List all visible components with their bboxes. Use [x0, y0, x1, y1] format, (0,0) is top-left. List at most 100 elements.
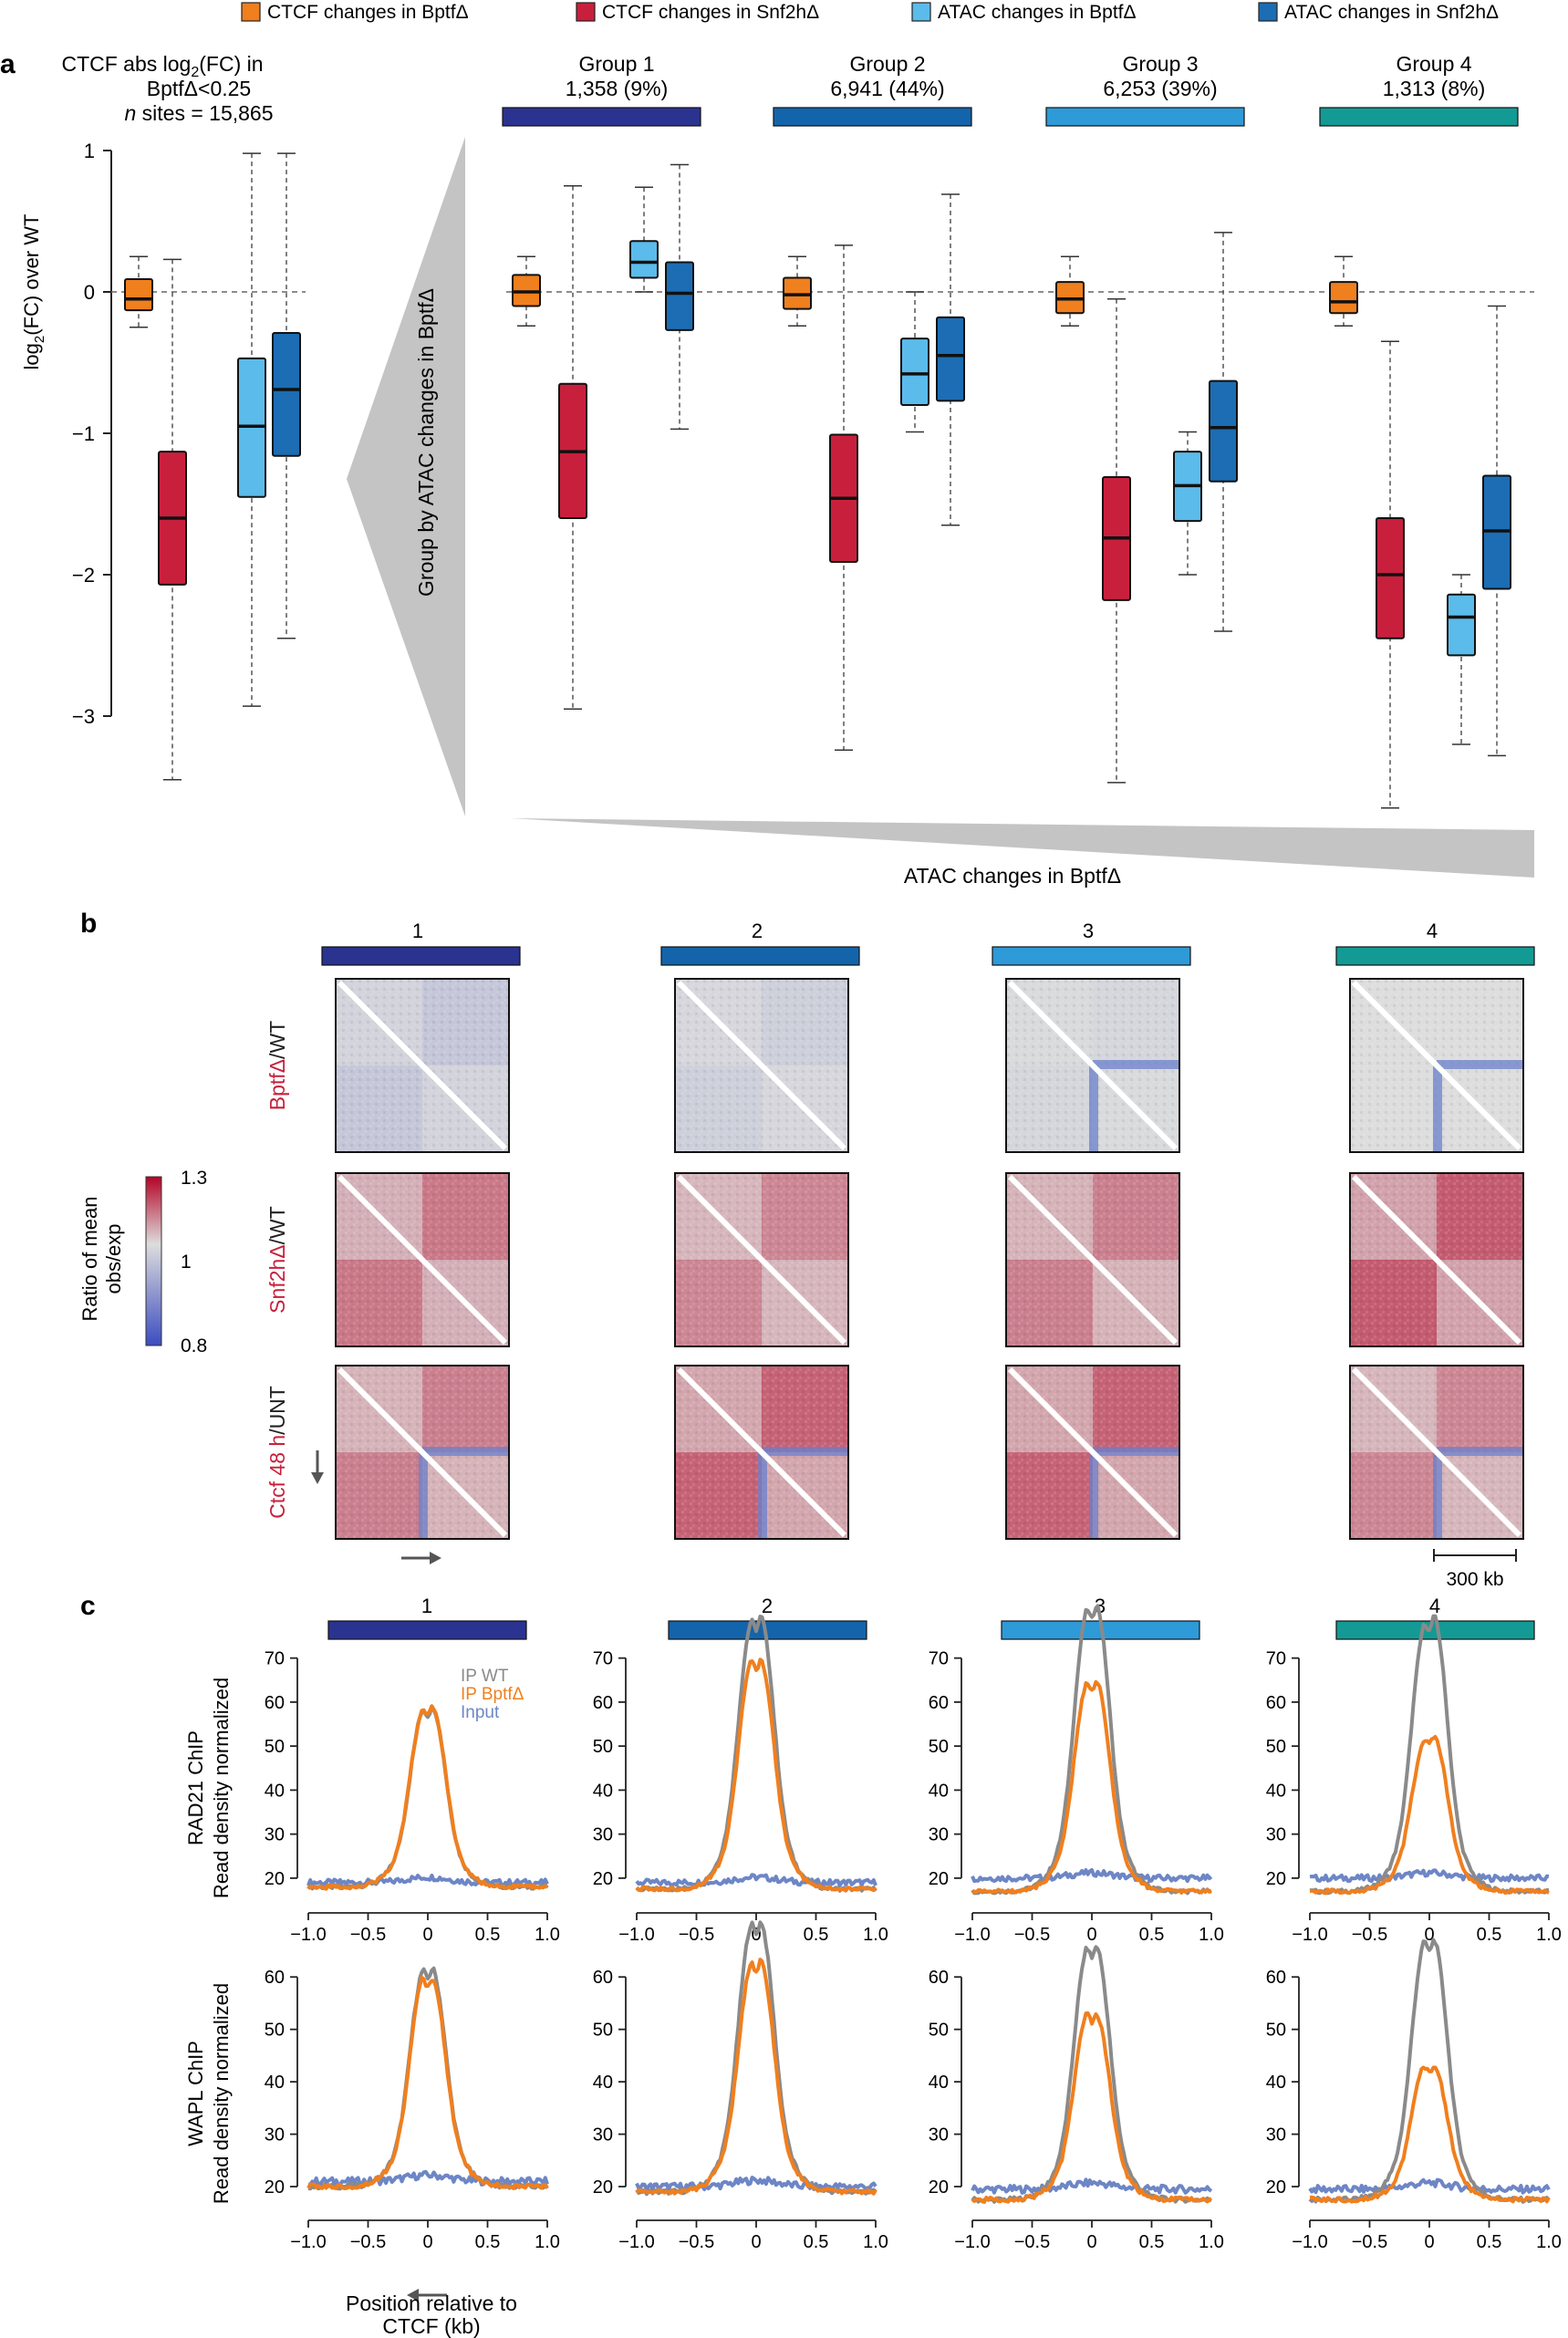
box-all-ctcf-changes-in-bptf	[124, 255, 153, 328]
legend-ip-wt: IP WT	[461, 1667, 509, 1686]
group-title-4: Group 4	[1396, 52, 1471, 76]
heatmap-frame	[335, 1365, 510, 1540]
box-group2-atac-changes-in-bptf	[900, 291, 929, 433]
box	[665, 261, 694, 331]
rad21-ylabel-line1: RAD21 ChIP	[184, 1730, 207, 1845]
row-label-snf2h: Snf2hΔ/WT	[265, 1206, 289, 1314]
down-arrow-head	[311, 1472, 324, 1484]
wedge-label: Group by ATAC changes in BptfΔ	[414, 288, 438, 597]
profile-x-tick-label: 0	[1424, 2232, 1434, 2252]
panel-a: a CTCF abs log2(FC) in BptfΔ<0.25 n site…	[0, 49, 1534, 888]
profile-legend: IP WT IP BptfΔ Input	[461, 1667, 524, 1722]
profile-x-tick-label: −1.0	[954, 1925, 990, 1945]
input-line	[1308, 2177, 1551, 2195]
bottom-wedge-label: ATAC changes in BptfΔ	[904, 864, 1121, 888]
box-group3-ctcf-changes-in-snf2h	[1102, 298, 1131, 784]
heatmap-frame	[335, 1172, 510, 1347]
heatmap-diagonal	[676, 1174, 847, 1346]
profile-row2-group1: 20 30 40 50 60 −1.0 −0.5 0 0.5 1.0	[265, 1966, 560, 2252]
profile-x-tick-label: 1.0	[1536, 1925, 1562, 1945]
profile-y-tick-label: 60	[265, 1693, 285, 1713]
panel-b-group-title-2: 2	[752, 920, 763, 942]
profile-x-tick-label: 1.0	[535, 2232, 560, 2252]
colorbar-tick-max: 1.3	[181, 1168, 207, 1189]
profile-y-tick-label: 20	[593, 1869, 613, 1889]
profile-x-tick-label: −0.5	[350, 1925, 386, 1945]
box	[900, 338, 929, 406]
panel-c-group-title-1: 1	[421, 1595, 432, 1617]
profile-x-tick-label: 0.5	[804, 1925, 829, 1945]
box-all-atac-changes-in-snf2h	[272, 152, 301, 639]
profile-y-tick-label: 30	[1266, 1825, 1286, 1845]
profile-y-tick-label: 50	[593, 1737, 613, 1757]
panel-b-group-title-4: 4	[1427, 920, 1438, 942]
row-label-ctcf-48-h: Ctcf 48 h/UNT	[265, 1386, 289, 1519]
legend-swatch-atac-changes-in-snf2h	[1258, 2, 1278, 22]
profile-x-tick-label: 0.5	[804, 2232, 829, 2252]
row-label-condition: BptfΔ	[265, 1059, 289, 1110]
ip-bptf-line	[1309, 2065, 1551, 2204]
chip-profiles: 20 30 40 50 60 70 −1.0 −0.5 0 0.5 1.0 20 30 40 50 60 70 −…	[265, 1604, 1562, 2252]
insulation-stripe-horizontal	[422, 1447, 509, 1456]
panel-b-group-headers: 1 2 3 4	[321, 920, 1535, 966]
heatmap-frame	[1005, 1365, 1180, 1540]
profile-x-tick-label: 1.0	[535, 1925, 560, 1945]
panel-c-group-bar-1	[327, 1620, 527, 1640]
colorbar-title-line1: Ratio of mean	[78, 1197, 101, 1322]
heatmap-frame	[1349, 1365, 1524, 1540]
legend-input: Input	[461, 1703, 500, 1722]
heatmap-row3-group1	[335, 1365, 510, 1540]
input-line	[307, 2169, 549, 2187]
panel-c-group-title-2: 2	[762, 1595, 773, 1617]
profile-y-tick-label: 40	[929, 1781, 949, 1801]
ip-bptf-line	[1309, 1734, 1550, 1896]
profile-y-tick-label: 60	[929, 1968, 949, 1988]
profile-x-tick-label: 0	[1086, 2232, 1096, 2252]
box	[1376, 517, 1405, 639]
input-line	[306, 1873, 549, 1887]
profile-x-tick-label: 0.5	[1139, 2232, 1165, 2252]
legend-swatch-ctcf-changes-in-snf2h	[576, 2, 596, 22]
panel-a-y-axis: 1 0 −1 −2 −3	[72, 140, 112, 728]
legend-label-atac-changes-in-bptf: ATAC changes in BptfΔ	[938, 2, 1137, 23]
heatmap-diagonal	[1351, 1174, 1522, 1346]
profile-y-tick-label: 60	[929, 1693, 949, 1713]
profile-row2-group3: 20 30 40 50 60 −1.0 −0.5 0 0.5 1.0	[929, 1945, 1224, 2252]
colorbar-tick-mid: 1	[181, 1252, 192, 1273]
legend-label-ctcf-changes-in-snf2h: CTCF changes in Snf2hΔ	[602, 2, 819, 23]
heatmap-diagonal	[337, 1366, 508, 1538]
profile-y-tick-label: 70	[929, 1649, 949, 1669]
panel-c-label: c	[80, 1591, 96, 1621]
panel-b-group-bar-2	[660, 946, 860, 966]
profile-y-tick-label: 30	[929, 2125, 949, 2146]
box-group1-atac-changes-in-snf2h	[665, 163, 694, 431]
row-label-condition: Snf2hΔ	[265, 1244, 289, 1313]
profile-y-tick-label: 20	[265, 2177, 285, 2198]
left-arrow-head	[407, 2289, 419, 2302]
box-group4-ctcf-changes-in-bptf	[1329, 255, 1358, 327]
group-count-1: 1,358 (9%)	[566, 77, 669, 100]
profile-y-tick-label: 30	[929, 1825, 949, 1845]
heatmap-diagonal	[1007, 1174, 1179, 1346]
profile-y-tick-label: 50	[265, 1737, 285, 1757]
profile-x-tick-label: −0.5	[1352, 2232, 1387, 2252]
figure-legend: CTCF changes in BptfΔ CTCF changes in Snf…	[241, 2, 1499, 23]
heatmap-row3-group2	[674, 1365, 849, 1540]
heatmap-diagonal	[1351, 980, 1522, 1151]
profile-y-tick-label: 60	[593, 1693, 613, 1713]
x-axis-label-line2: CTCF (kb)	[382, 2314, 480, 2338]
profile-y-tick-label: 20	[929, 1869, 949, 1889]
insulation-stripe-vertical	[1433, 1452, 1442, 1539]
profile-x-tick-label: 1.0	[1199, 2232, 1224, 2252]
colorbar: Ratio of mean obs/exp 1.3 1 0.8	[78, 1168, 207, 1356]
group-count-4: 1,313 (8%)	[1383, 77, 1486, 100]
profile-x-tick-label: −0.5	[679, 1925, 714, 1945]
panel-a-label: a	[0, 49, 16, 79]
panel-b-group-bar-1	[321, 946, 521, 966]
colorbar-tick-min: 0.8	[181, 1335, 207, 1356]
profile-x-tick-label: −1.0	[618, 1925, 654, 1945]
profile-x-tick-label: 1.0	[863, 1925, 888, 1945]
box-group1-ctcf-changes-in-bptf	[512, 255, 541, 327]
